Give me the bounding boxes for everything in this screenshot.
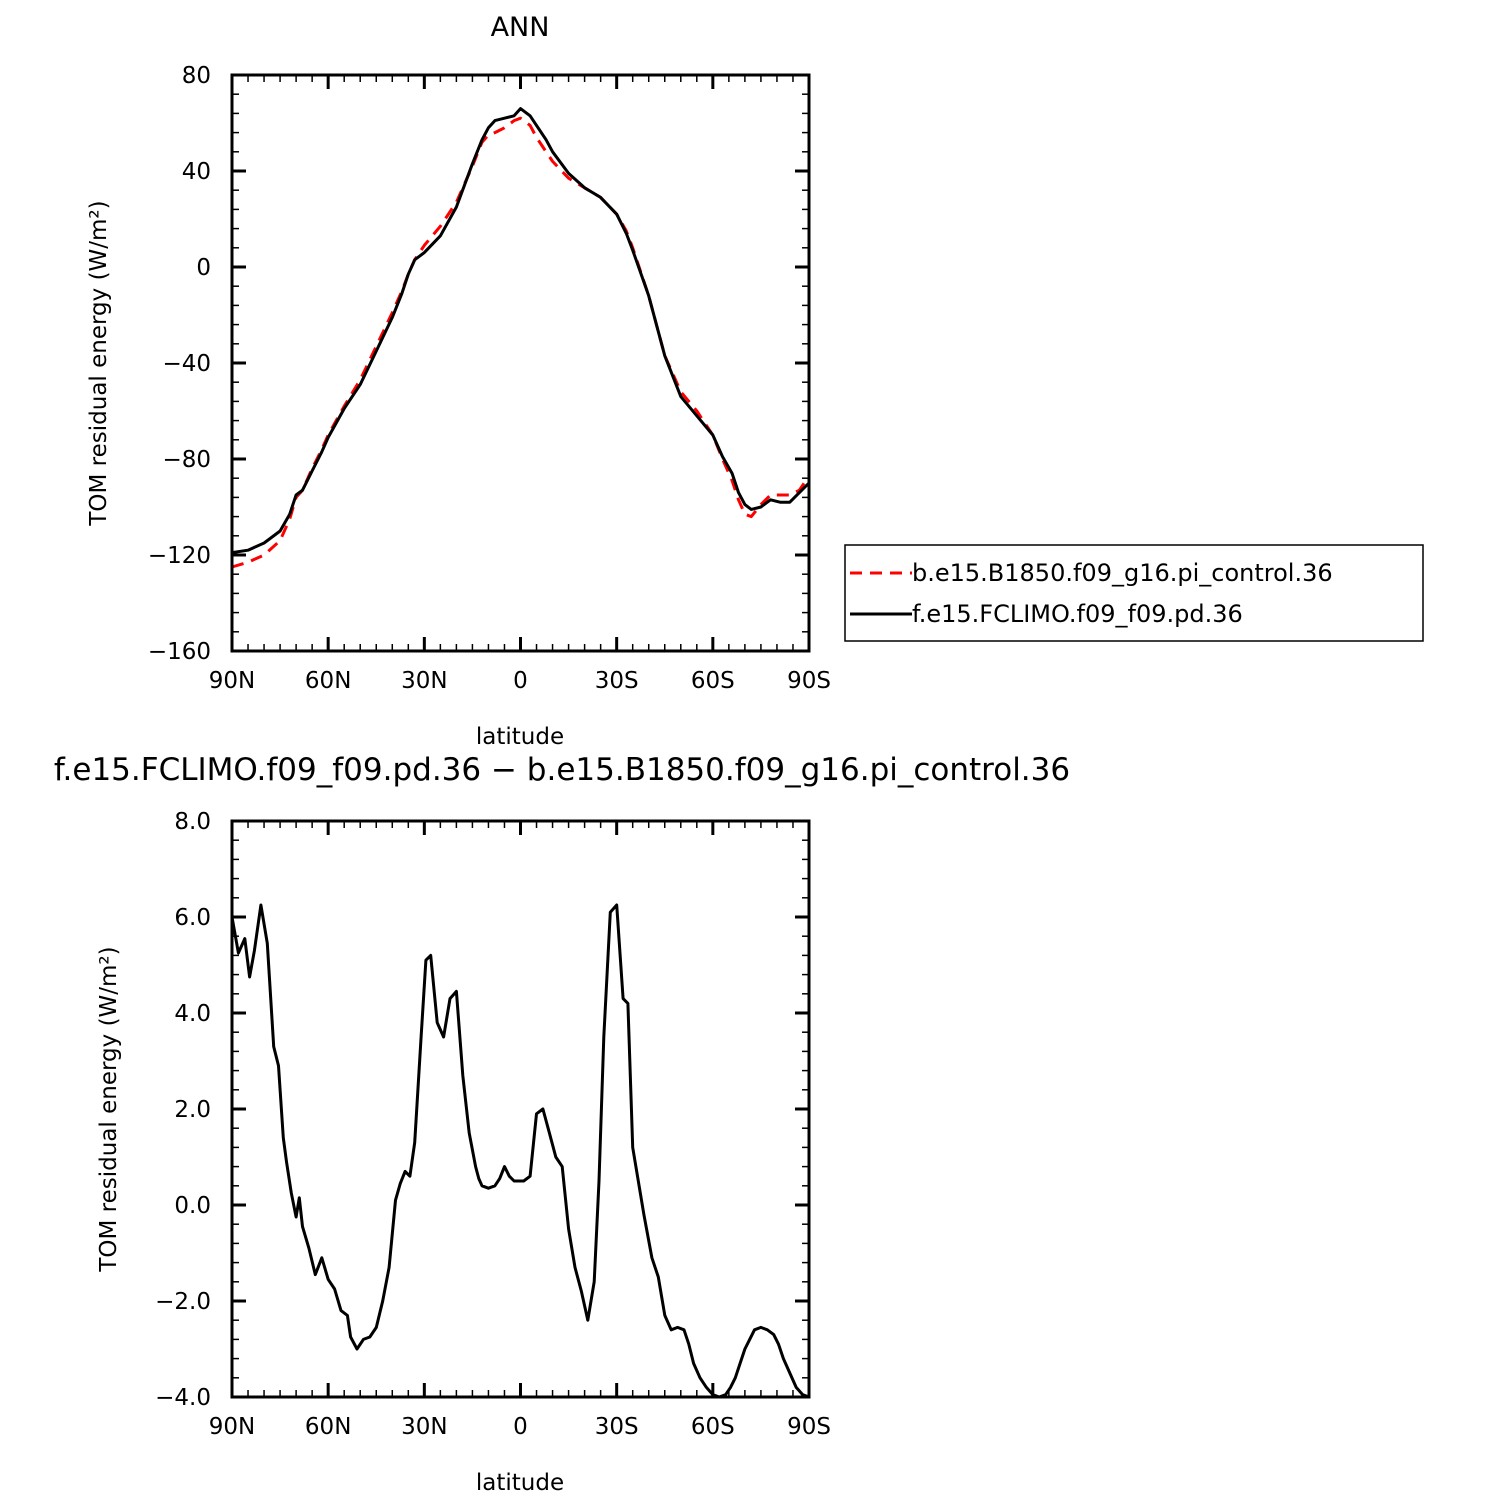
y-tick-label: 8.0 [174,809,211,835]
y-tick-label: −2.0 [155,1289,211,1315]
legend-box [844,544,1424,642]
y-tick-label: 2.0 [174,1097,211,1123]
series-line-solid-black [230,903,810,1399]
x-tick-label: 90N [209,1414,255,1440]
y-tick-label: 80 [182,63,211,89]
bottom-tick-labels: 90N 60N 30N 0 30S 60S 90S 8.0 6.0 4.0 2.0 0.0 −2.0 −4… [155,809,831,1440]
x-tick-label: 30S [595,1414,639,1440]
y-tick-label: 4.0 [174,1001,211,1027]
y-tick-label: −40 [162,351,211,377]
x-tick-label: 30S [595,668,639,694]
x-tick-label: 90S [787,1414,831,1440]
top-plot-frame [230,73,811,653]
top-y-axis-label: TOM residual energy (W/m²) [86,200,112,526]
x-tick-label: 0 [513,668,528,694]
top-series-lines [231,107,811,569]
top-chart-title: ANN [491,12,550,43]
x-tick-label: 90S [787,668,831,694]
bottom-plot-frame [230,819,811,1399]
top-x-axis-label: latitude [476,724,564,750]
y-tick-label: 6.0 [174,905,211,931]
bottom-panel: f.e15.FCLIMO.f09_f09.pd.36 − b.e15.B1850… [54,752,1070,1496]
top-legend: b.e15.B1850.f09_g16.pi_control.36 f.e15.… [844,544,1424,642]
top-panel: ANN 90N 60N 30N 0 30S 60S 90S 80 40 0 −40 −80 −120 −1… [86,12,1424,750]
series-line-dashed-red [231,116,811,569]
top-tick-labels: 90N 60N 30N 0 30S 60S 90S 80 40 0 −40 −80 −120 −160 [148,63,831,694]
x-tick-label: 30N [401,1414,447,1440]
y-tick-label: 0.0 [174,1193,211,1219]
x-tick-label: 0 [513,1414,528,1440]
x-tick-label: 60N [305,668,351,694]
series-line-solid-black [231,107,811,555]
y-tick-label: 0 [196,255,211,281]
y-tick-label: −4.0 [155,1385,211,1411]
bottom-ticks [230,819,811,1399]
legend-label-series-2: f.e15.FCLIMO.f09_f09.pd.36 [912,600,1243,628]
y-tick-label: −160 [148,639,211,665]
bottom-chart-title: f.e15.FCLIMO.f09_f09.pd.36 − b.e15.B1850… [54,752,1070,788]
x-tick-label: 30N [401,668,447,694]
bottom-series-lines [230,903,810,1399]
y-tick-label: 40 [182,159,211,185]
x-tick-label: 60S [691,668,735,694]
bottom-y-axis-label: TOM residual energy (W/m²) [96,946,122,1272]
x-tick-label: 90N [209,668,255,694]
x-tick-label: 60N [305,1414,351,1440]
x-tick-label: 60S [691,1414,735,1440]
top-ticks [230,73,811,653]
y-tick-label: −120 [148,543,211,569]
legend-label-series-1: b.e15.B1850.f09_g16.pi_control.36 [912,559,1333,587]
bottom-x-axis-label: latitude [476,1470,564,1496]
y-tick-label: −80 [162,447,211,473]
